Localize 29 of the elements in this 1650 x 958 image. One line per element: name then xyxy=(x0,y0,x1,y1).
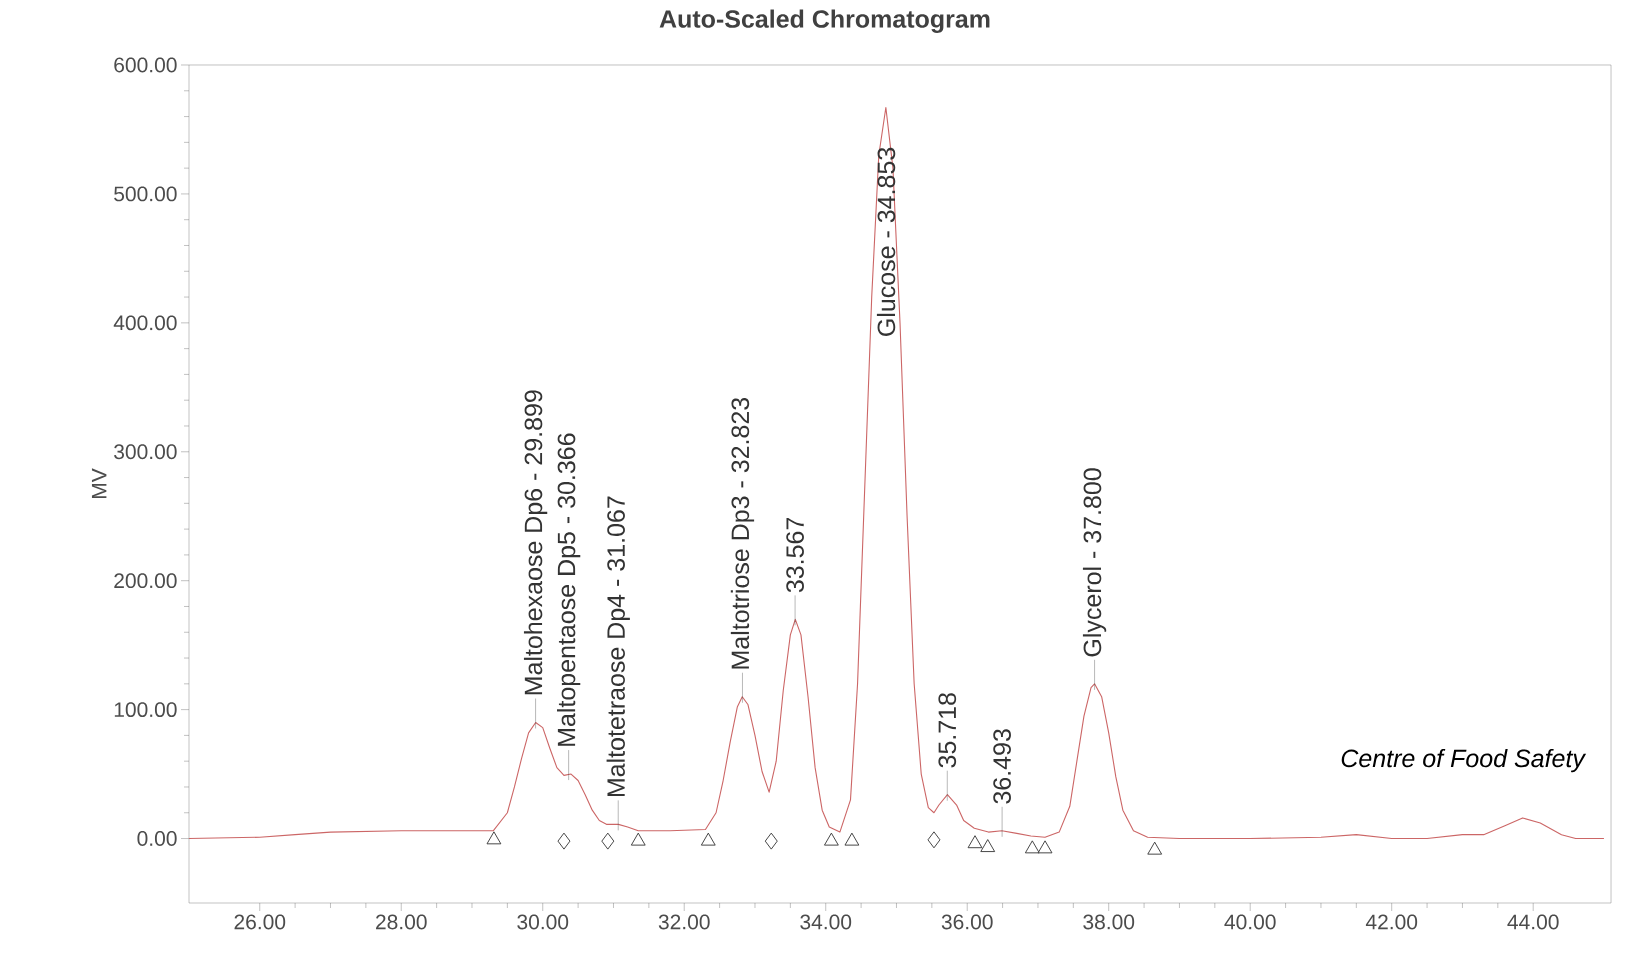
y-tick-label: 300.00 xyxy=(114,444,177,460)
x-tick-label: 26.00 xyxy=(234,914,286,930)
x-tick-label: 34.00 xyxy=(800,914,852,930)
x-tick-label: 40.00 xyxy=(1224,914,1276,930)
y-tick-label: 600.00 xyxy=(114,57,177,73)
y-tick-label: 200.00 xyxy=(114,573,177,589)
annotation: Maltopentaose Dp5 - 30.366 xyxy=(556,433,581,746)
annotation: 35.718 xyxy=(938,693,957,768)
x-tick-label: 44.00 xyxy=(1507,914,1559,930)
annotation: Maltohexaose Dp6 - 29.899 xyxy=(523,390,548,695)
annotation: 33.567 xyxy=(786,517,804,593)
y-tick-label: 500.00 xyxy=(114,186,177,202)
x-tick-label: 32.00 xyxy=(658,914,710,930)
y-tick-label: 100.00 xyxy=(114,702,177,718)
annotation: Maltotriose Dp3 - 32.823 xyxy=(730,397,755,669)
annotation: Glucose - 34.853 xyxy=(876,147,896,336)
x-tick-label: 28.00 xyxy=(376,914,427,930)
annotation: Glycerol - 37.800 xyxy=(1082,468,1107,657)
annotation: 36.493 xyxy=(993,729,1011,804)
x-tick-label: 42.00 xyxy=(1365,914,1418,930)
x-tick-label: 38.00 xyxy=(1083,914,1135,930)
annotation: Centre of Food Safety xyxy=(1341,748,1587,773)
y-tick-label: 400.00 xyxy=(113,315,177,331)
x-tick-label: 30.00 xyxy=(517,914,569,930)
y-axis-title: MV xyxy=(91,468,107,499)
x-tick-label: 36.00 xyxy=(941,914,993,930)
annotation: Maltotetraose Dp4 - 31.067 xyxy=(606,496,630,797)
y-tick-label: 0.00 xyxy=(137,831,177,846)
chart-title: Auto-Scaled Chromatogram xyxy=(659,9,990,33)
